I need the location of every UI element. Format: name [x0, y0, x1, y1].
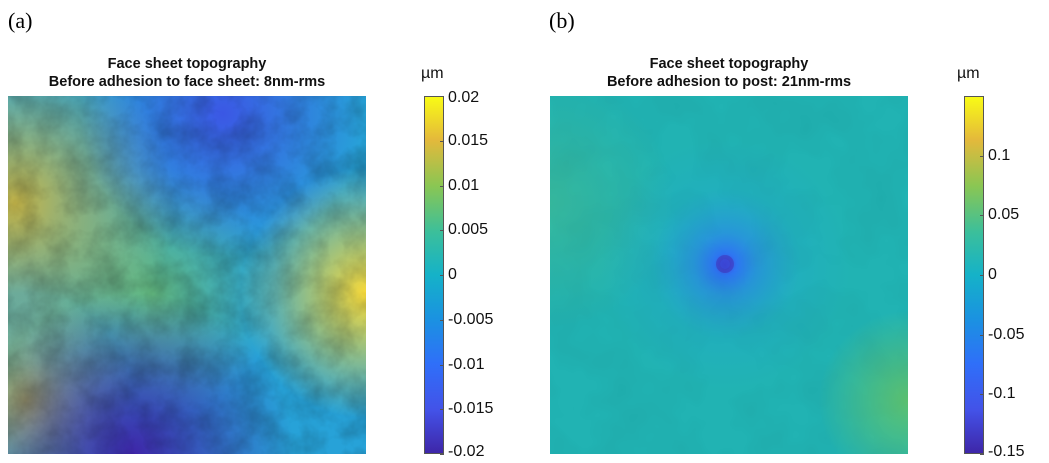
chart-title: Face sheet topography Before adhesion to…	[8, 55, 366, 91]
colorbar-tick-label: -0.015	[448, 400, 494, 418]
topography-map	[550, 96, 908, 454]
colorbar-tick-label: -0.01	[448, 355, 485, 373]
colorbar-tick-mark	[440, 140, 444, 142]
colorbar-tick-label: 0.02	[448, 89, 480, 106]
colorbar-tick-label: 0.015	[448, 131, 489, 149]
title-line: Face sheet topography	[649, 56, 809, 72]
panel-b: (b) Face sheet topography Before adhesio…	[524, 0, 1048, 463]
colorbar-tick-mark	[440, 275, 444, 276]
panel-label: (a)	[8, 8, 33, 33]
colorbar-tick-label: 0	[988, 266, 997, 283]
colorbar-tick-mark	[980, 454, 984, 455]
colorbar-unit: µm	[421, 65, 444, 82]
colorbar-tick-label: 0.005	[448, 221, 489, 239]
title-line: Face sheet topography	[107, 56, 267, 72]
topography-heatmap-b	[550, 96, 908, 454]
topography-map	[8, 96, 366, 454]
colorbar-tick-mark	[980, 215, 984, 217]
panel-label: (b)	[549, 8, 575, 33]
colorbar-tick-label: -0.05	[988, 325, 1025, 343]
colorbar-tick-label: -0.02	[448, 443, 485, 460]
colorbar-tick-mark	[440, 364, 444, 366]
colorbar-unit: µm	[957, 65, 980, 82]
subtitle-line: Before adhesion to post: 21nm-rms	[606, 74, 852, 90]
colorbar-tick-mark	[440, 96, 444, 97]
colorbar-tick-label: 0	[448, 266, 457, 283]
panel-a: (a) Face sheet topography Before adhesio…	[0, 0, 524, 463]
colorbar-tick-mark	[980, 334, 984, 336]
colorbar-tick-label: 0.05	[988, 206, 1020, 224]
subtitle-line: Before adhesion to face sheet: 8nm-rms	[48, 74, 326, 90]
colorbar-tick-mark	[980, 155, 984, 157]
colorbar-tick-mark	[440, 185, 444, 187]
topography-heatmap-a	[8, 96, 366, 454]
chart-title: Face sheet topography Before adhesion to…	[550, 55, 908, 91]
colorbar-tick-mark	[440, 230, 444, 232]
colorbar-tick-label: 0.01	[448, 176, 480, 194]
colorbar-tick-label: -0.1	[988, 385, 1016, 403]
colorbar-tick-mark	[980, 394, 984, 396]
colorbar-tick-mark	[440, 454, 444, 455]
colorbar-tick-label: -0.005	[448, 310, 494, 328]
colorbar-tick-mark	[980, 275, 984, 276]
colorbar-tick-mark	[440, 319, 444, 321]
colorbar-tick-label: -0.15	[988, 443, 1025, 460]
colorbar-tick-label: 0.1	[988, 146, 1011, 164]
colorbar-tick-mark	[440, 409, 444, 411]
